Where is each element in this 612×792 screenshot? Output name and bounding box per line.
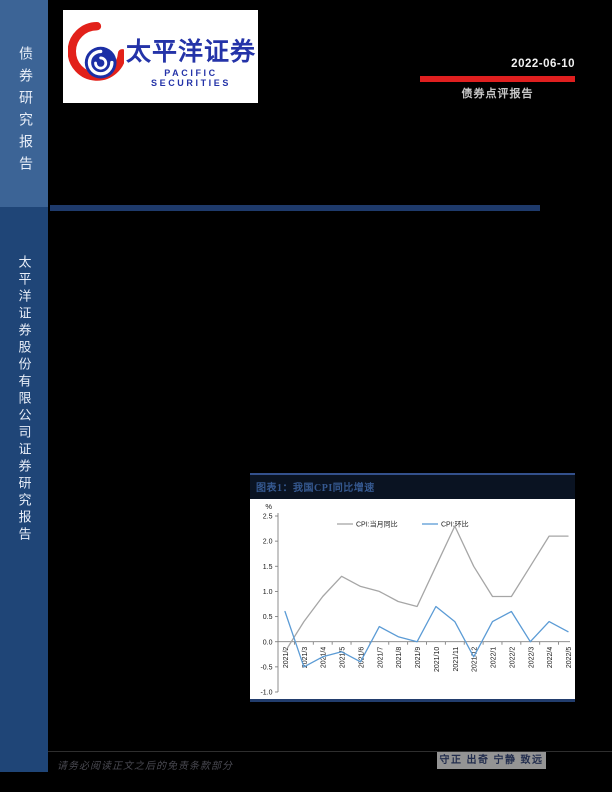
figure-title: 图表1：我国CPI同比增速 bbox=[250, 473, 575, 499]
y-tick-label: 2.5 bbox=[263, 514, 273, 521]
legend-label: CPI:环比 bbox=[441, 520, 469, 529]
x-category-label: 2021/3 bbox=[302, 647, 309, 669]
x-category-label: 2022/2 bbox=[509, 647, 516, 669]
footer-disclaimer: 请务必阅读正文之后的免责条款部分 bbox=[57, 761, 233, 772]
legend-label: CPI:当月同比 bbox=[356, 520, 398, 529]
x-category-label: 2021/6 bbox=[358, 647, 365, 669]
footer-divider bbox=[48, 751, 612, 752]
sidebar-band-top: 债券研究报告 bbox=[0, 0, 48, 207]
y-tick-label: 1.5 bbox=[263, 564, 273, 571]
x-category-label: 2021/2 bbox=[283, 647, 290, 669]
x-category-label: 2021/10 bbox=[434, 647, 441, 672]
y-tick-label: 1.0 bbox=[263, 589, 273, 596]
logo-name-en: PACIFIC SECURITIES bbox=[150, 68, 231, 89]
x-category-label: 2021/4 bbox=[321, 647, 328, 669]
x-category-label: 2022/1 bbox=[491, 647, 498, 669]
y-axis-unit: % bbox=[265, 502, 272, 511]
footer-motto: 守正 出奇 宁静 致远 bbox=[437, 752, 546, 769]
cpi-chart: % 2.5 2.0 1.5 1.0 0.5 0.0 -0.5 -1.0 2021/2 2021/3 2… bbox=[250, 499, 575, 702]
x-category-label: 2021/5 bbox=[340, 647, 347, 669]
report-date: 2022-06-10 bbox=[511, 58, 575, 70]
series-line-cpi-yoy bbox=[284, 525, 569, 653]
report-type-label: 债券点评报告 bbox=[461, 88, 534, 100]
sidebar-band-bottom: 太平洋证券股份有限公司证券研究报告 bbox=[0, 207, 48, 772]
figure-1: 图表1：我国CPI同比增速 % 2.5 2.0 1.5 1.0 0.5 0.0 -0.5 -1.… bbox=[250, 473, 575, 702]
sidebar-label-company: 太平洋证券股份有限公司证券研究报告 bbox=[16, 255, 32, 544]
x-category-label: 2021/11 bbox=[453, 647, 460, 672]
series-line-cpi-mom bbox=[284, 605, 569, 668]
x-category-label: 2021/12 bbox=[472, 647, 479, 672]
y-tick-label: -0.5 bbox=[260, 664, 272, 671]
header-divider bbox=[50, 205, 540, 211]
x-category-label: 2021/7 bbox=[377, 647, 384, 669]
y-tick-label: 2.0 bbox=[263, 539, 273, 546]
logo-name-cn: 太平洋证券 bbox=[125, 37, 256, 66]
x-category-label: 2021/9 bbox=[415, 647, 422, 669]
red-accent-bar bbox=[420, 76, 575, 82]
x-category-label: 2021/8 bbox=[396, 647, 403, 669]
y-tick-label: 0.0 bbox=[263, 639, 273, 646]
pacific-securities-logo-icon bbox=[68, 21, 124, 81]
x-category-label: 2022/5 bbox=[566, 647, 573, 669]
logo-text: 太平洋证券 PACIFIC SECURITIES bbox=[124, 37, 258, 89]
x-category-label: 2022/4 bbox=[547, 647, 554, 669]
logo: 太平洋证券 PACIFIC SECURITIES bbox=[63, 10, 258, 103]
y-tick-label: 0.5 bbox=[263, 614, 273, 621]
y-tick-label: -1.0 bbox=[260, 690, 272, 697]
chart-svg: % 2.5 2.0 1.5 1.0 0.5 0.0 -0.5 -1.0 2021/2 2021/3 2… bbox=[260, 502, 573, 697]
x-category-label: 2022/3 bbox=[528, 647, 535, 669]
sidebar-label-report-series: 债券研究报告 bbox=[17, 46, 32, 178]
